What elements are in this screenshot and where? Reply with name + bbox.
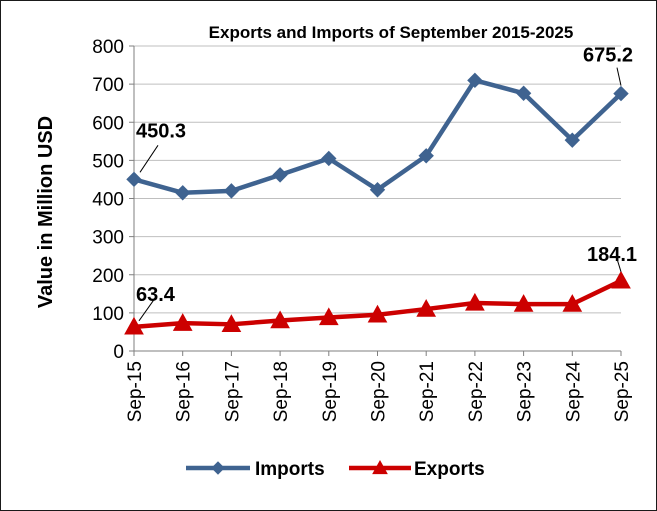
y-tick-labels: 0 100 200 300 400 500 600 700 800 (92, 37, 124, 363)
data-point-exports (221, 314, 242, 333)
data-point-imports (418, 148, 434, 164)
y-tick-label: 600 (92, 113, 124, 134)
x-tick-label: Sep-21 (417, 361, 438, 422)
data-point-imports (467, 72, 483, 89)
data-point-exports (513, 294, 534, 312)
data-point-imports (126, 171, 142, 188)
data-point-exports (416, 299, 437, 317)
series-line-imports (133, 78, 623, 196)
data-label-leader (139, 145, 159, 173)
data-point-exports (611, 270, 631, 289)
legend-item-imports: Imports (186, 459, 325, 480)
data-point-imports (223, 183, 240, 199)
y-tick-label: 300 (92, 228, 124, 249)
data-point-imports (564, 132, 581, 148)
data-point-imports (515, 85, 532, 101)
x-tick-labels: Sep-15 Sep-16 Sep-17 Sep-18 Sep-19 Sep-20 Sep-… (125, 361, 633, 423)
data-point-exports (270, 310, 290, 329)
x-tick-label: Sep-24 (563, 361, 584, 423)
legend-label: Exports (414, 459, 485, 480)
y-tick-label: 0 (113, 342, 124, 363)
x-tick-label: Sep-17 (222, 361, 243, 422)
y-tick-label: 400 (92, 190, 124, 211)
series-imports (126, 72, 629, 201)
y-tick-label: 700 (92, 75, 124, 96)
data-label-leader (616, 67, 622, 86)
legend-swatch-marker (211, 461, 225, 475)
y-tick-label: 200 (92, 266, 124, 287)
data-labels: 450.3 675.2 63.4 184.1 (136, 45, 637, 322)
data-point-exports (318, 307, 339, 326)
x-tick-label: Sep-15 (125, 361, 146, 422)
chart-title: Exports and Imports of September 2015-20… (209, 23, 574, 42)
data-label: 675.2 (583, 45, 633, 67)
x-tick-label: Sep-18 (271, 361, 292, 422)
data-point-imports (272, 167, 288, 183)
x-tick-label: Sep-22 (466, 361, 487, 422)
x-tick-label: Sep-16 (174, 361, 195, 422)
data-label: 450.3 (136, 120, 186, 142)
data-point-exports (367, 304, 388, 323)
y-tick-label: 800 (92, 37, 124, 58)
legend-swatch-marker (372, 459, 388, 475)
legend-item-exports: Exports (349, 459, 485, 480)
x-tick-label: Sep-20 (369, 361, 390, 422)
legend-label: Imports (255, 459, 325, 480)
data-point-exports (124, 316, 144, 335)
x-tick-label: Sep-19 (320, 361, 341, 422)
axes (129, 45, 622, 356)
series-exports (124, 270, 631, 335)
x-tick-label: Sep-25 (612, 361, 633, 422)
data-point-imports (613, 85, 629, 102)
data-point-imports (321, 150, 337, 167)
data-label: 63.4 (136, 284, 176, 306)
series-group (124, 72, 631, 335)
y-tick-label: 100 (92, 304, 124, 325)
data-label-leader (616, 258, 622, 272)
data-point-exports (465, 292, 485, 311)
data-point-imports (369, 182, 386, 198)
data-point-imports (174, 185, 191, 201)
data-point-exports (172, 313, 193, 331)
data-point-exports (562, 294, 583, 312)
data-label: 184.1 (587, 244, 637, 266)
y-tick-label: 500 (92, 151, 124, 172)
legend: Imports Exports (186, 459, 485, 480)
y-axis-label: Value in Million USD (35, 116, 57, 308)
x-tick-label: Sep-23 (515, 361, 536, 422)
gridlines (134, 45, 621, 314)
data-label-leader (138, 296, 157, 322)
